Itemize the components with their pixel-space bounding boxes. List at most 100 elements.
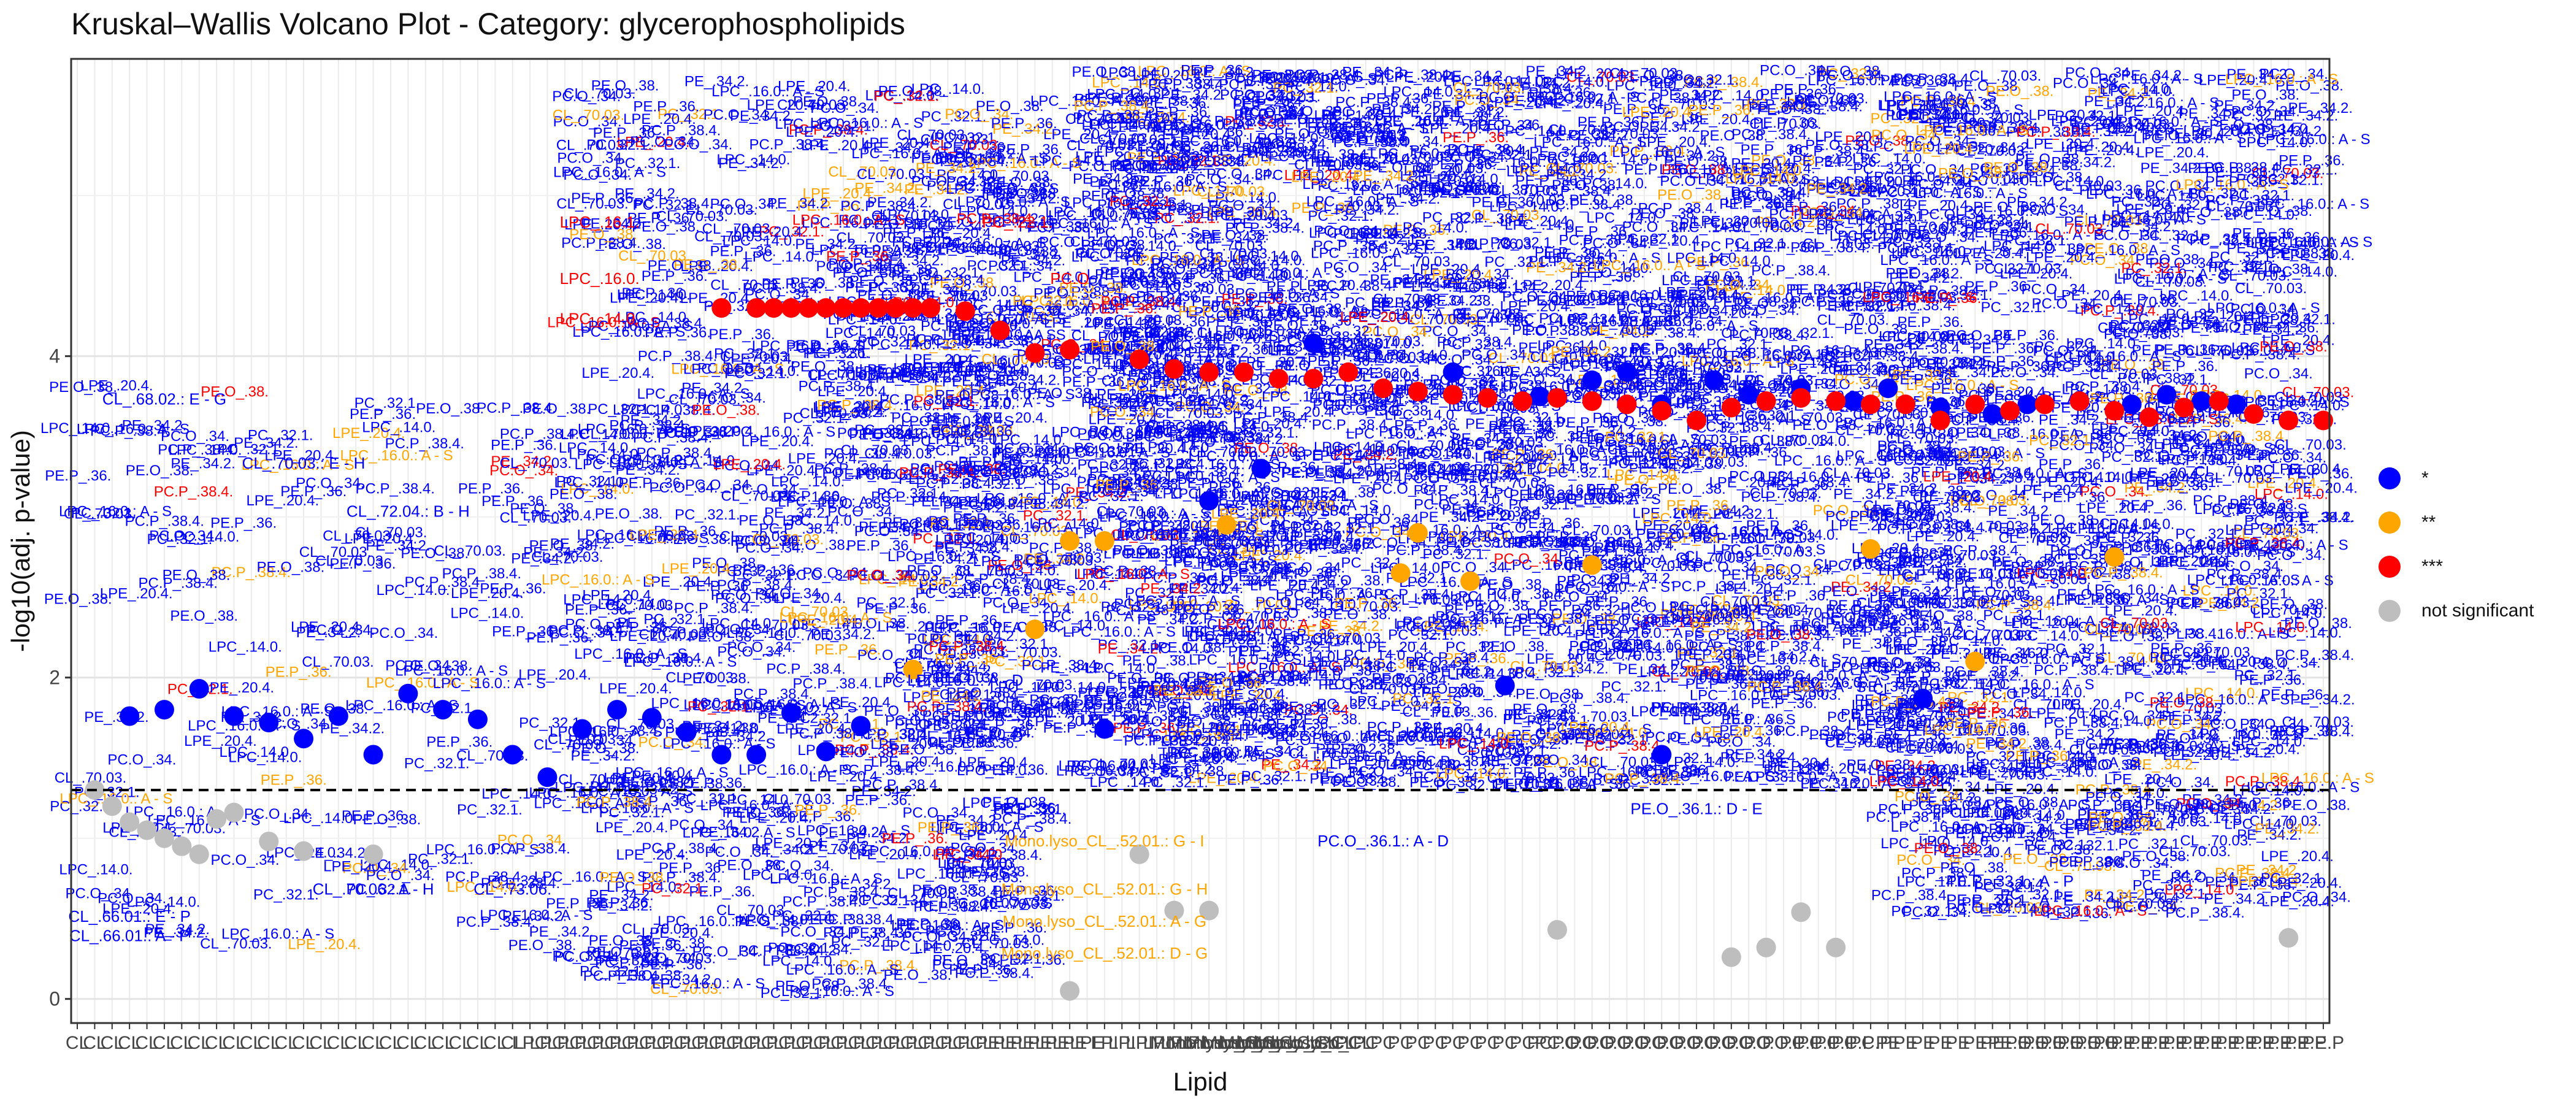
point-label-cloud: PC.P_.38.4. [1074, 98, 1153, 114]
point-label-cloud: CL_.70.03. [531, 549, 603, 565]
point-label-cloud: PE.P_.36. [45, 468, 111, 485]
data-point [189, 844, 209, 864]
point-label-cloud: PC_.32.1. [675, 507, 740, 523]
point-label-cloud: LPE_.20.4. [2030, 473, 2103, 490]
point-label-cloud: PC.O_.34. [1490, 519, 1559, 536]
point-label: Mono.lyso_CL_.52.01.: A - G [1003, 912, 1206, 930]
point-label-cloud: LPC_.16.0.: A - S [1858, 713, 1971, 730]
point-label-cloud: LPC_.14.0. [1631, 703, 1704, 720]
point-label: CL_.72.04.: B - H [347, 502, 470, 521]
legend-key [2379, 600, 2401, 622]
point-label-cloud: PE_.34.2. [859, 519, 923, 535]
point-label-cloud: PE.P_.36. [2121, 497, 2187, 514]
point-label-cloud: LPE_.20.4. [1027, 713, 1100, 730]
data-point [990, 320, 1010, 340]
point-label-cloud: LPC_.16.0.: A - S [1057, 445, 1170, 461]
point-label-cloud: PC.P_.38.4. [1450, 210, 1529, 227]
point-label-cloud: PC.P_.38.4. [1904, 283, 1984, 299]
point-label-cloud: PE.P_.36. [935, 651, 1001, 668]
point-label-cloud: PE.P_.36. [2079, 816, 2145, 832]
data-point [781, 298, 801, 318]
point-label-cloud: PE.O_.38. [1282, 464, 1350, 481]
point-label-cloud: LPC_.14.0. [447, 879, 520, 895]
point-label-cloud: PE_.34.2. [1481, 753, 1545, 770]
point-label-cloud: PC.P_.38.4. [154, 483, 233, 500]
point-label-cloud: LPE_.20.4. [1568, 646, 1641, 663]
data-point [711, 745, 732, 765]
point-label-cloud: PC.P_.38.4. [1165, 463, 1244, 480]
data-point [2279, 410, 2299, 431]
point-label-cloud: LPE_.20.4. [1631, 232, 1704, 249]
data-point [1094, 531, 1114, 551]
data-point [1338, 362, 1359, 382]
point-label-cloud: PC.P_.38.4. [2141, 626, 2220, 642]
point-label-cloud: PE_.34.2. [1926, 356, 1990, 372]
grid-lines [71, 59, 2329, 1023]
data-point [1582, 391, 1602, 412]
legend-item: ** [2372, 500, 2569, 545]
point-label-cloud: LPC_.14.0. [738, 912, 812, 929]
point-label-cloud: CL_.70.03. [355, 524, 427, 541]
point-label-cloud: LPC_.16.0.: A - S [480, 907, 592, 924]
point-label-cloud: PC_.32.1. [615, 155, 681, 172]
point-label-cloud: LPC_.14.0. [962, 795, 1036, 811]
point-label-cloud: PC.P_.38.4. [792, 675, 872, 692]
point-label-cloud: PC_.32.1. [2122, 260, 2187, 277]
point-label-cloud: PE_.34.2. [320, 720, 385, 737]
point-label-cloud: PC_.32.1. [488, 873, 553, 889]
point-label-cloud: CL_.70.03. [1937, 444, 2009, 461]
point-label-cloud: CL_.70.03. [434, 543, 505, 559]
point-label-cloud: PE.P_.36. [1666, 497, 1733, 514]
point-label-cloud: PC_.32.1. [856, 594, 922, 611]
point-label-cloud: PC.O_.34. [2134, 448, 2202, 464]
point-label-cloud: PE.O_.38. [738, 512, 807, 529]
data-point [1460, 571, 1481, 591]
point-label: Mono.lyso_CL_.52.01.: G - H [1002, 880, 1208, 898]
point-label-cloud: PE_.34.2. [550, 535, 615, 552]
data-point [1094, 719, 1114, 739]
point-label-cloud: PC_.32.1. [599, 804, 665, 821]
point-label-cloud: LPE_.20.4. [959, 754, 1032, 771]
point-label-cloud: PC.O_.34. [1891, 74, 1960, 90]
x-axis-ticks: CLCLCLCLCLCLCLCLCLCLCLCLCLCLCLCLCLCLCLCL… [66, 1023, 2344, 1053]
point-label-cloud: PE_.34.2. [1530, 144, 1594, 161]
point-label-cloud: PC_.32.1. [580, 963, 645, 979]
point-label-cloud: LPC_.16.0.: A - S [1189, 448, 1301, 465]
point-label: PC.O [1050, 269, 1089, 288]
point-label-cloud: PE_.34.2. [144, 925, 208, 941]
data-point [1373, 378, 1393, 399]
point-label-cloud: PC.O_.34. [98, 890, 166, 907]
data-point [816, 742, 836, 762]
data-point [1791, 388, 1811, 408]
point-label-cloud: PE_.34.2. [529, 924, 594, 940]
point-label-cloud: CL_.70.03. [921, 131, 992, 148]
point-label-cloud: LPC_.14.0. [2082, 713, 2156, 730]
point-label-cloud: PE_.34.2. [1988, 503, 2052, 519]
point-label-cloud: PE.P_.36. [342, 808, 408, 824]
point-label-cloud: LPC_.14.0. [59, 861, 132, 878]
point-label-cloud: PC.P_.38.4. [818, 911, 897, 928]
point-label-cloud: LPC_.16.0.: A - S [1774, 453, 1887, 469]
point-label-cloud: PC_.32.1. [248, 427, 313, 443]
point-label-cloud: PE.P_.36. [1556, 415, 1622, 431]
point-label-cloud: PE_.34.2. [171, 456, 235, 472]
point-label-cloud: LPE_.20.4. [581, 365, 654, 381]
point-label-cloud: LPC_.14.0. [726, 363, 800, 380]
point-label-cloud: PE.P_.36. [1753, 239, 1819, 256]
point-label-cloud: LPC_.14.0. [126, 894, 200, 911]
point-label-cloud: PE_.34.2. [1655, 148, 1719, 164]
point-label-cloud: PE_.34.2. [2204, 891, 2268, 908]
data-point [2122, 394, 2142, 415]
point-label-cloud: LPC_.16.0.: A - S [946, 180, 1059, 197]
point-label-cloud: PE.P_.36. [571, 190, 637, 207]
point-label-cloud: PE_.34.2. [1152, 761, 1216, 778]
point-label-cloud: PE.O_.38. [201, 383, 269, 400]
point-label-cloud: PE.P_.36. [1763, 684, 1829, 700]
point-label-cloud: LPC_.14.0. [1086, 315, 1159, 331]
point-label-cloud: PC.O_.34. [2258, 450, 2326, 466]
point-label-cloud: LPC_.16.0.: A - S [77, 421, 190, 437]
point-label-cloud: PE.O_.38. [1478, 577, 1546, 593]
point-label-cloud: PC.P_.38.4. [2206, 193, 2285, 209]
point-label-cloud: LPE_.20.4. [288, 936, 361, 953]
data-point [851, 716, 871, 736]
